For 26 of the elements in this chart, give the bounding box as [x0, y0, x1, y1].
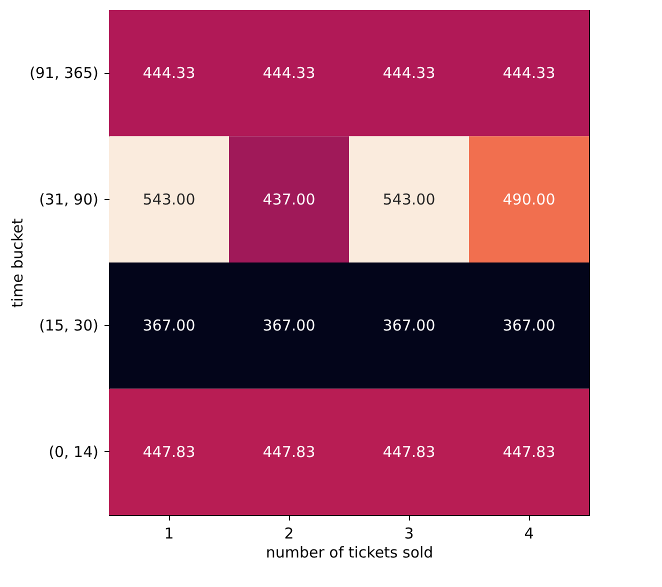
data-label: 367.00 — [262, 316, 316, 335]
data-label: 444.33 — [142, 64, 196, 82]
y-tick-label: (0, 14) — [48, 442, 98, 461]
data-label: 447.83 — [262, 442, 316, 461]
data-label: 543.00 — [382, 190, 436, 208]
y-tick-label: (31, 90) — [39, 190, 98, 208]
y-tick-label: (91, 365) — [30, 64, 98, 82]
data-label: 444.33 — [502, 64, 556, 82]
x-tick-label: 4 — [524, 524, 534, 542]
data-label: 367.00 — [142, 316, 196, 335]
data-label: 447.83 — [142, 442, 196, 461]
data-label: 367.00 — [502, 316, 556, 335]
data-label: 444.33 — [382, 64, 436, 82]
data-label: 444.33 — [262, 64, 316, 82]
x-tick-label: 1 — [164, 524, 174, 542]
data-label: 490.00 — [502, 190, 556, 208]
data-label: 447.83 — [382, 442, 436, 461]
x-axis-title: number of tickets sold — [266, 544, 434, 562]
data-label: 367.00 — [382, 316, 436, 335]
data-label: 437.00 — [262, 190, 316, 208]
y-tick-label: (15, 30) — [39, 316, 98, 335]
x-tick-label: 2 — [284, 524, 294, 542]
data-label: 447.83 — [502, 442, 556, 461]
data-label: 543.00 — [142, 190, 196, 208]
y-axis-title: time bucket — [8, 218, 27, 308]
x-tick-label: 3 — [404, 524, 414, 542]
